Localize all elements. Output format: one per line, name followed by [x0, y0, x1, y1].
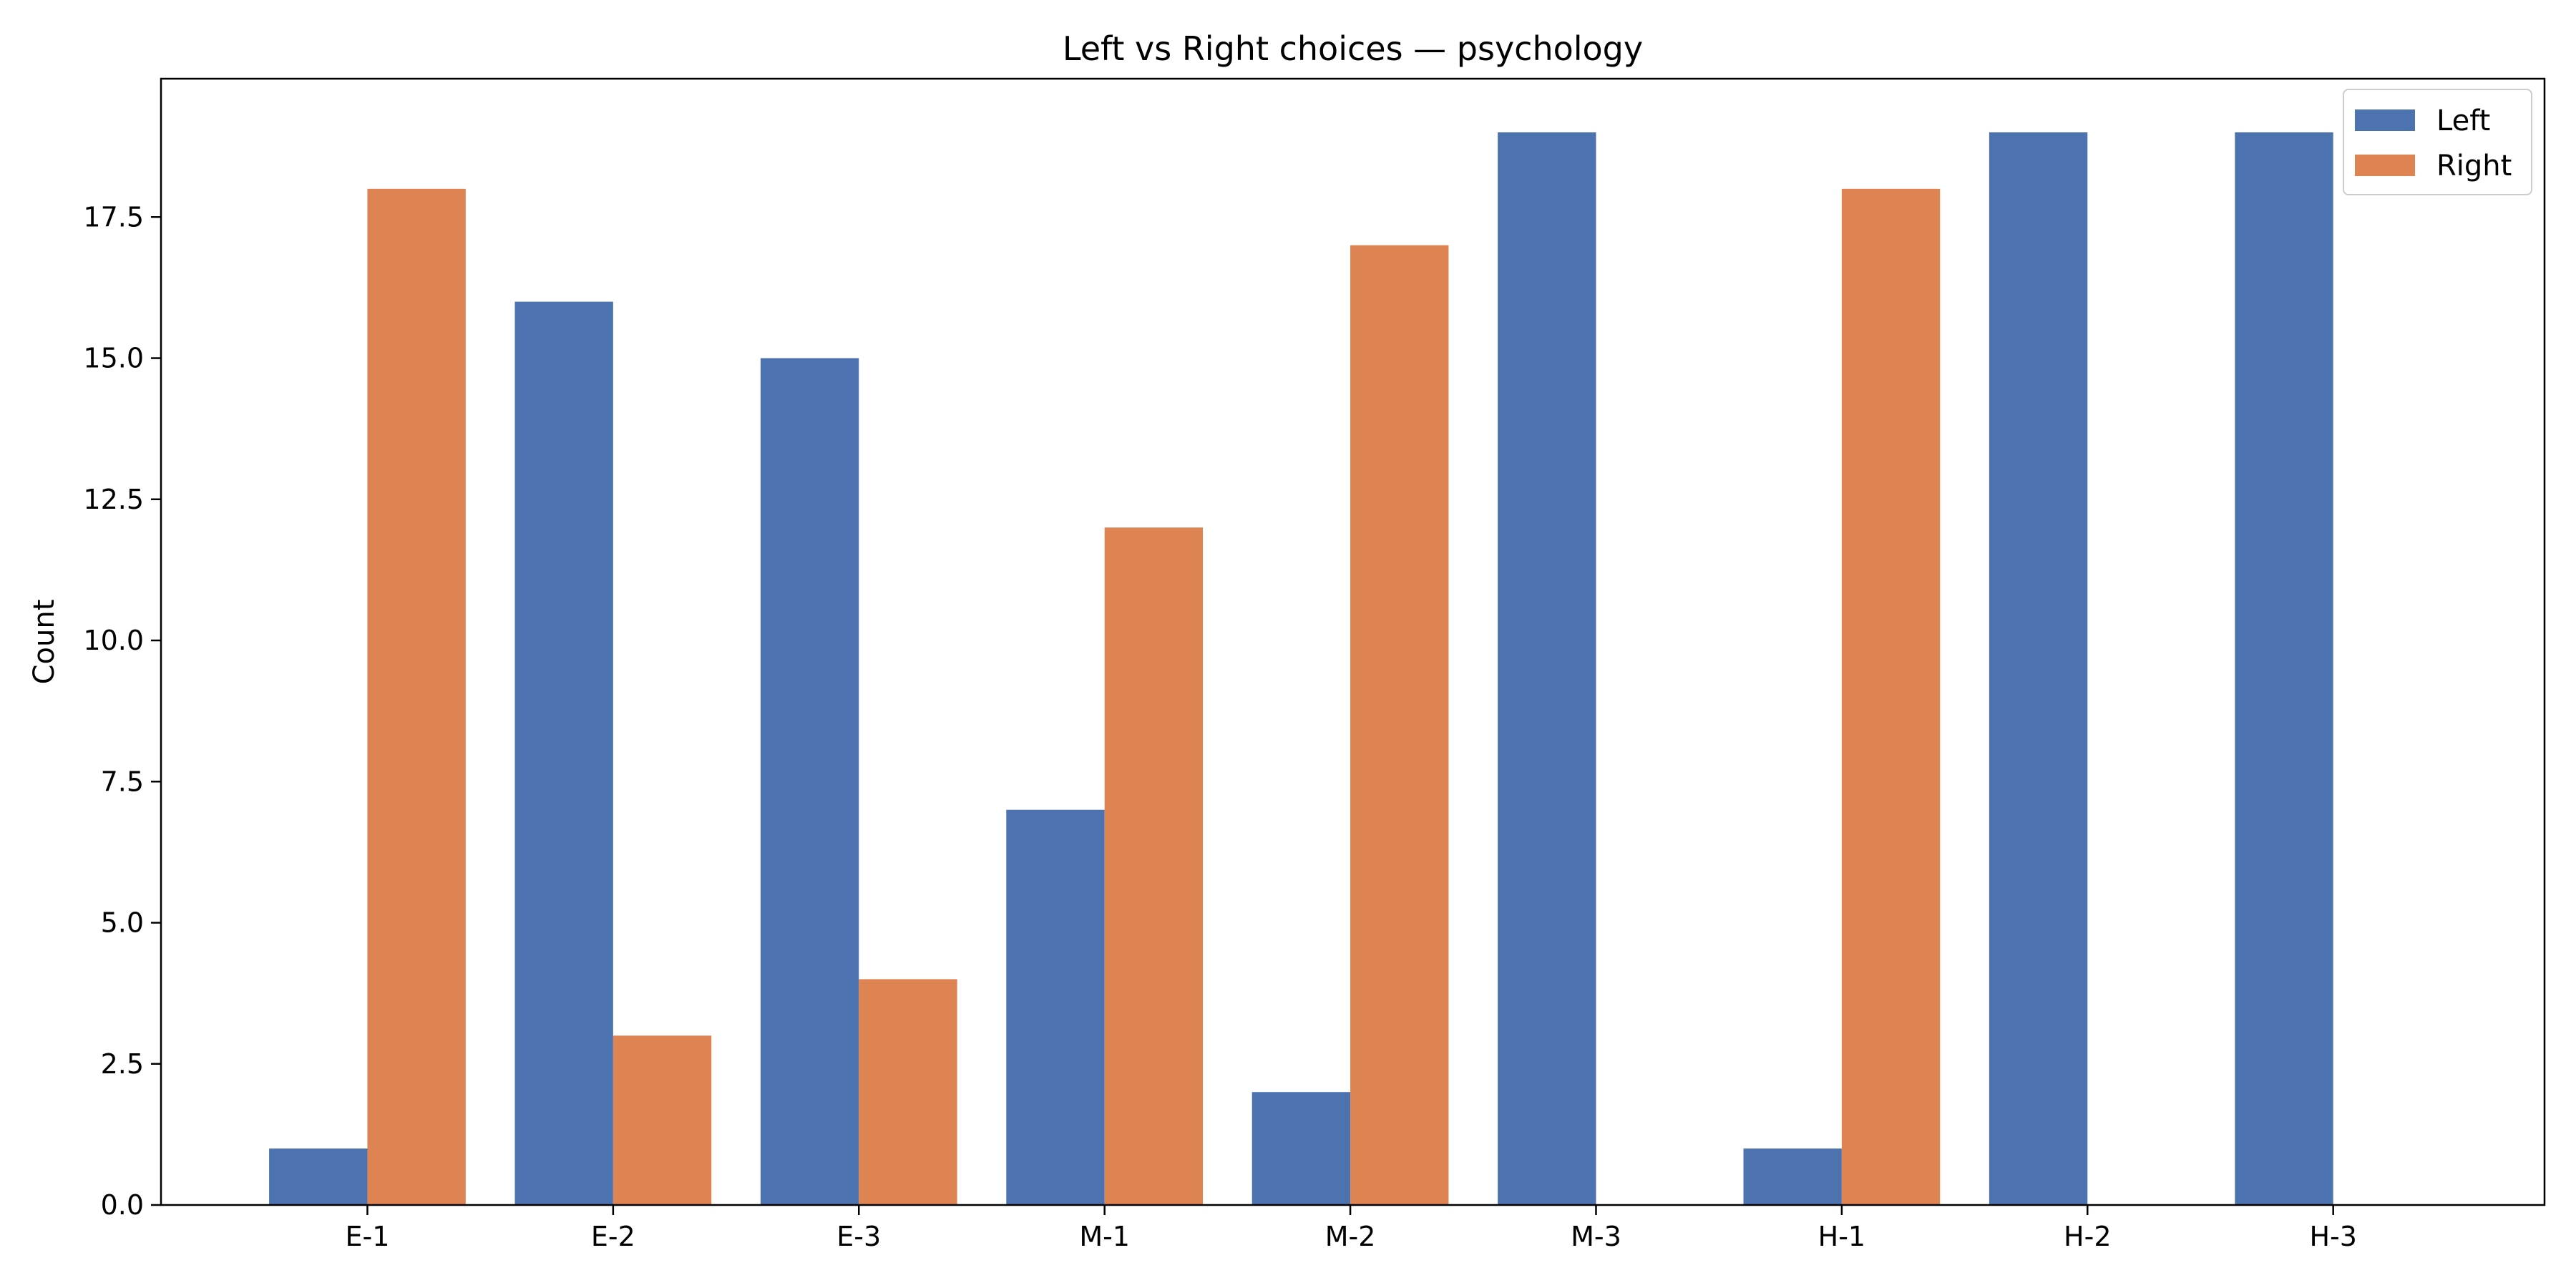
x-tick-label: E-3 — [836, 1221, 881, 1252]
bar-left-h-2 — [1989, 132, 2088, 1205]
x-tick-label: E-1 — [346, 1221, 390, 1252]
bar-left-e-2 — [514, 301, 613, 1206]
bar-right-e-1 — [367, 188, 466, 1205]
legend-items: Left Right — [2355, 104, 2512, 182]
bar-right-e-2 — [613, 1035, 712, 1205]
x-tick-label: M-2 — [1325, 1221, 1376, 1252]
x-tick-label: M-1 — [1079, 1221, 1130, 1252]
legend: Left Right — [2343, 89, 2532, 195]
y-tick-label: 10.0 — [83, 625, 144, 656]
bar-left-m-2 — [1252, 1092, 1351, 1205]
legend-swatch-left — [2355, 109, 2415, 131]
bar-left-e-3 — [760, 358, 859, 1205]
bar-right-m-1 — [1104, 527, 1204, 1205]
x-tick-label: H-1 — [1818, 1221, 1865, 1252]
bar-right-e-3 — [859, 979, 957, 1205]
y-tick-label: 15.0 — [83, 343, 144, 374]
y-axis-label: Count — [28, 600, 61, 685]
bar-left-m-3 — [1498, 132, 1596, 1205]
legend-label-right: Right — [2436, 150, 2512, 182]
y-tick-label: 0.0 — [101, 1189, 144, 1221]
y-tick-label: 17.5 — [83, 201, 144, 233]
x-tick-label: M-3 — [1571, 1221, 1621, 1252]
chart-title: Left vs Right choices — psychology — [1063, 29, 1643, 68]
y-tick-label: 5.0 — [101, 907, 144, 939]
bar-right-h-1 — [1841, 188, 1941, 1205]
bar-left-h-1 — [1743, 1148, 1842, 1205]
bar-right-m-2 — [1350, 245, 1449, 1206]
y-tick-label: 7.5 — [101, 766, 144, 797]
y-tick-label: 12.5 — [83, 484, 144, 515]
legend-label-left: Left — [2436, 104, 2490, 137]
y-axis-ticks: 0.0 2.5 5.0 7.5 10.0 12.5 15.0 17.5 — [83, 201, 161, 1221]
bar-left-h-3 — [2235, 132, 2333, 1205]
x-tick-label: H-2 — [2064, 1221, 2111, 1252]
legend-swatch-right — [2355, 155, 2415, 176]
y-tick-label: 2.5 — [101, 1048, 144, 1080]
x-tick-label: E-2 — [591, 1221, 635, 1252]
x-axis-ticks: E-1 E-2 E-3 M-1 M-2 M-3 H-1 H-2 H-3 — [346, 1205, 2357, 1252]
bar-left-e-1 — [269, 1148, 368, 1205]
bars-layer — [269, 132, 2333, 1206]
plot-frame — [160, 77, 2546, 1206]
x-tick-label: H-3 — [2309, 1221, 2356, 1252]
bar-left-m-1 — [1006, 809, 1105, 1205]
